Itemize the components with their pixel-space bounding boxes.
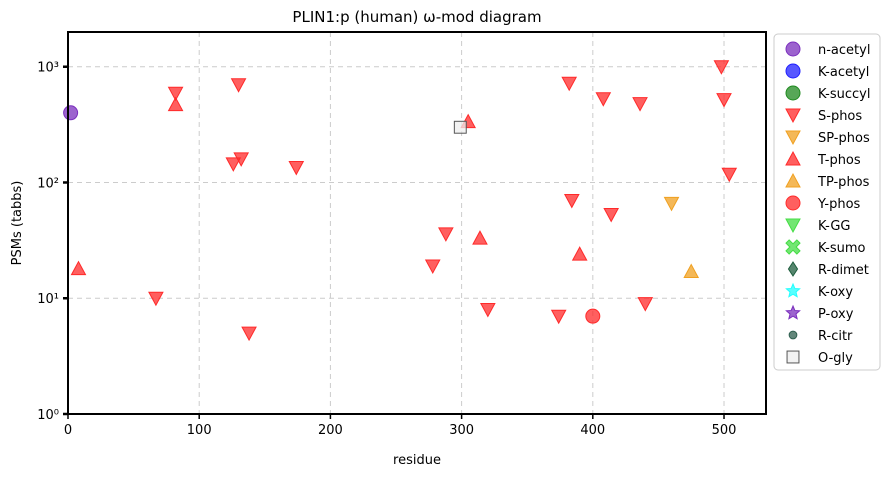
chart-title: PLIN1:p (human) ω-mod diagram [292, 8, 541, 26]
point-s-phos [563, 193, 580, 209]
legend-label-tp-phos: TP-phos [817, 175, 870, 190]
x-tick-label: 0 [64, 423, 72, 438]
point-s-phos [716, 93, 732, 108]
point-s-phos [148, 291, 164, 307]
point-s-phos [288, 160, 305, 176]
legend-marker-s-phos [785, 108, 801, 124]
legend-marker-k-acetyl [785, 63, 801, 79]
x-tick-label: 500 [712, 423, 737, 438]
x-axis-ticks: 0 100 200 300 400 500 [64, 414, 737, 438]
y-axis-label: PSMs (tabbs) [10, 181, 25, 266]
point-n-acetyl [63, 105, 79, 121]
point-s-phos [721, 167, 738, 183]
legend-label-k-sumo: K-sumo [818, 241, 866, 256]
legend-marker-y-phos [785, 195, 801, 211]
data-points [63, 60, 738, 342]
x-tick-label: 400 [580, 423, 605, 438]
point-s-phos [424, 259, 441, 275]
legend-label-r-citr: R-citr [818, 329, 853, 344]
point-sp-phos [663, 196, 680, 212]
point-y-phos [585, 308, 601, 324]
legend-label-k-acetyl: K-acetyl [818, 65, 869, 80]
legend: n-acetyl K-acetyl K-succyl S-phos SP-phos T-p… [773, 33, 881, 371]
point-s-phos [225, 157, 242, 172]
point-s-phos [480, 303, 496, 318]
legend-label-k-succyl: K-succyl [818, 87, 870, 102]
x-axis-label: residue [393, 453, 441, 468]
legend-marker-t-phos [785, 150, 801, 166]
point-s-phos [241, 326, 257, 342]
point-s-phos [561, 76, 578, 92]
legend-label-y-phos: Y-phos [817, 197, 861, 212]
x-tick-label: 100 [187, 423, 212, 438]
legend-label-o-gly: O-gly [818, 351, 853, 366]
plot-frame [67, 31, 767, 415]
point-s-phos [595, 92, 612, 107]
legend-marker-k-gg [785, 218, 801, 234]
legend-marker-r-dimet [787, 261, 799, 277]
legend-marker-n-acetyl [785, 41, 801, 57]
point-t-phos [70, 260, 87, 276]
legend-label-k-gg: K-GG [818, 219, 850, 234]
point-t-phos [472, 230, 488, 245]
legend-label-r-dimet: R-dimet [818, 263, 869, 278]
legend-label-n-acetyl: n-acetyl [818, 43, 870, 58]
x-tick-label: 200 [318, 423, 343, 438]
point-o-gly [453, 120, 467, 134]
point-t-phos [571, 246, 588, 261]
legend-marker-o-gly [786, 350, 800, 364]
legend-marker-k-oxy [785, 282, 801, 298]
legend-label-p-oxy: P-oxy [818, 307, 854, 322]
point-s-phos [637, 297, 654, 312]
point-s-phos [550, 309, 567, 325]
legend-label-s-phos: S-phos [818, 109, 862, 124]
legend-marker-tp-phos [785, 172, 801, 188]
y-tick-label: 10¹ [37, 292, 59, 307]
legend-label-k-oxy: K-oxy [818, 285, 853, 300]
point-t-phos [167, 96, 184, 112]
y-tick-label: 10⁰ [37, 408, 59, 423]
legend-label-t-phos: T-phos [817, 153, 861, 168]
point-s-phos [167, 86, 184, 102]
y-tick-label: 10³ [37, 61, 59, 76]
point-s-phos [438, 227, 454, 242]
point-s-phos [230, 78, 247, 93]
point-tp-phos [683, 263, 700, 279]
legend-marker-r-citr [788, 330, 798, 340]
point-s-phos [713, 60, 730, 75]
point-s-phos [233, 152, 250, 167]
legend-marker-sp-phos [785, 130, 801, 146]
x-tick-label: 300 [449, 423, 474, 438]
point-s-phos [632, 97, 648, 112]
y-axis-ticks: 10⁰ 10¹ 10² 10³ [37, 61, 68, 423]
legend-box [773, 33, 881, 371]
y-tick-label: 10² [37, 176, 59, 191]
point-s-phos [603, 207, 620, 223]
legend-label-sp-phos: SP-phos [818, 131, 870, 146]
legend-marker-p-oxy [785, 304, 801, 320]
legend-marker-k-sumo [785, 239, 801, 255]
legend-marker-k-succyl [785, 85, 801, 101]
